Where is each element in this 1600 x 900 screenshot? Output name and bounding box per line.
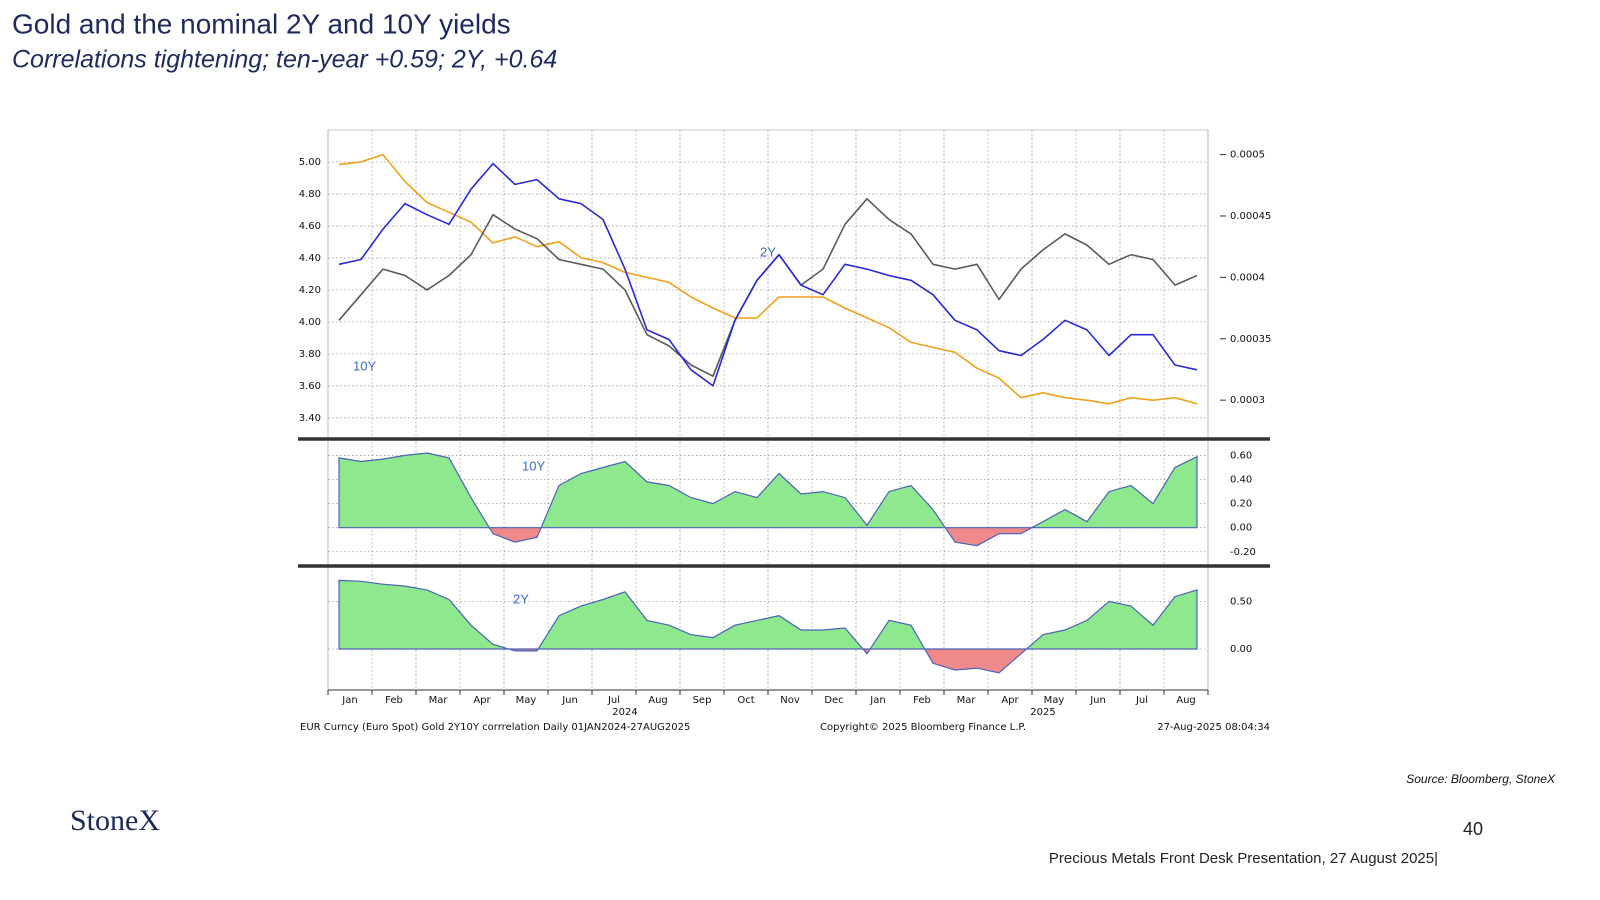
y2-tick-label: 0.0004 — [1230, 272, 1265, 283]
y-tick-label: 4.40 — [299, 253, 321, 264]
series-line — [338, 162, 1198, 387]
y-tick-label: 3.80 — [299, 349, 321, 360]
slide-footer: Precious Metals Front Desk Presentation,… — [1049, 850, 1438, 867]
x-tick-label: Jun — [1089, 695, 1106, 706]
series-annotation: 10Y — [353, 358, 376, 373]
y-tick-label: 4.80 — [299, 189, 321, 200]
correlation-area — [338, 452, 1198, 547]
x-tick-label: Nov — [780, 695, 800, 706]
x-tick-label: Jan — [341, 695, 357, 706]
y-tick-label: 0.20 — [1230, 499, 1252, 510]
series-annotation: 2Y — [513, 591, 529, 606]
x-tick-label: Jul — [1135, 695, 1148, 706]
y-tick-label: 0.00 — [1230, 523, 1252, 534]
correlation-area — [338, 579, 1198, 674]
page-number: 40 — [1463, 819, 1483, 839]
y-tick-label: -0.20 — [1230, 547, 1256, 558]
x-year-label: 2024 — [612, 707, 637, 718]
y-tick-label: 4.00 — [299, 317, 321, 328]
y-tick-label: 0.60 — [1230, 450, 1252, 461]
x-tick-label: May — [516, 695, 537, 706]
chart-timestamp: 27-Aug-2025 08:04:34 — [1157, 722, 1270, 733]
logo: StoneX — [70, 804, 160, 837]
x-tick-label: Apr — [1001, 695, 1019, 706]
x-tick-label: Jan — [869, 695, 885, 706]
y2-tick-label: 0.00035 — [1230, 334, 1271, 345]
x-tick-label: Feb — [385, 695, 403, 706]
chart-description: EUR Curncy (Euro Spot) Gold 2Y10Y corrre… — [300, 722, 690, 733]
x-year-label: 2025 — [1030, 707, 1055, 718]
x-tick-label: Dec — [824, 695, 843, 706]
y-tick-label: 4.60 — [299, 221, 321, 232]
y2-tick-label: 0.00045 — [1230, 211, 1271, 222]
x-tick-label: Sep — [693, 695, 712, 706]
chart-copyright: Copyright© 2025 Bloomberg Finance L.P. — [820, 722, 1026, 733]
series-line — [338, 153, 1198, 405]
x-tick-label: May — [1044, 695, 1065, 706]
series-annotation: 2Y — [760, 244, 776, 259]
x-tick-label: Aug — [1176, 695, 1196, 706]
source-note: Source: Bloomberg, StoneX — [1406, 772, 1556, 786]
y-tick-label: 0.00 — [1230, 644, 1252, 655]
y-tick-label: 0.40 — [1230, 475, 1252, 486]
y2-tick-label: 0.0005 — [1230, 150, 1265, 161]
y-tick-label: 3.40 — [299, 413, 321, 424]
slide-title: Gold and the nominal 2Y and 10Y yields — [12, 8, 511, 39]
slide-subtitle: Correlations tightening; ten-year +0.59;… — [12, 46, 557, 74]
x-tick-label: Mar — [429, 695, 449, 706]
x-tick-label: Oct — [737, 695, 754, 706]
x-tick-label: Mar — [957, 695, 977, 706]
y-tick-label: 3.60 — [299, 381, 321, 392]
x-tick-label: Apr — [473, 695, 491, 706]
y-tick-label: 0.50 — [1230, 596, 1252, 607]
y-tick-label: 4.20 — [299, 285, 321, 296]
x-tick-label: Feb — [913, 695, 931, 706]
series-annotation: 10Y — [522, 458, 545, 473]
x-tick-label: Jul — [607, 695, 620, 706]
x-tick-label: Jun — [561, 695, 578, 706]
y-tick-label: 5.00 — [299, 157, 321, 168]
x-tick-label: Aug — [648, 695, 668, 706]
y2-tick-label: 0.0003 — [1230, 395, 1265, 406]
